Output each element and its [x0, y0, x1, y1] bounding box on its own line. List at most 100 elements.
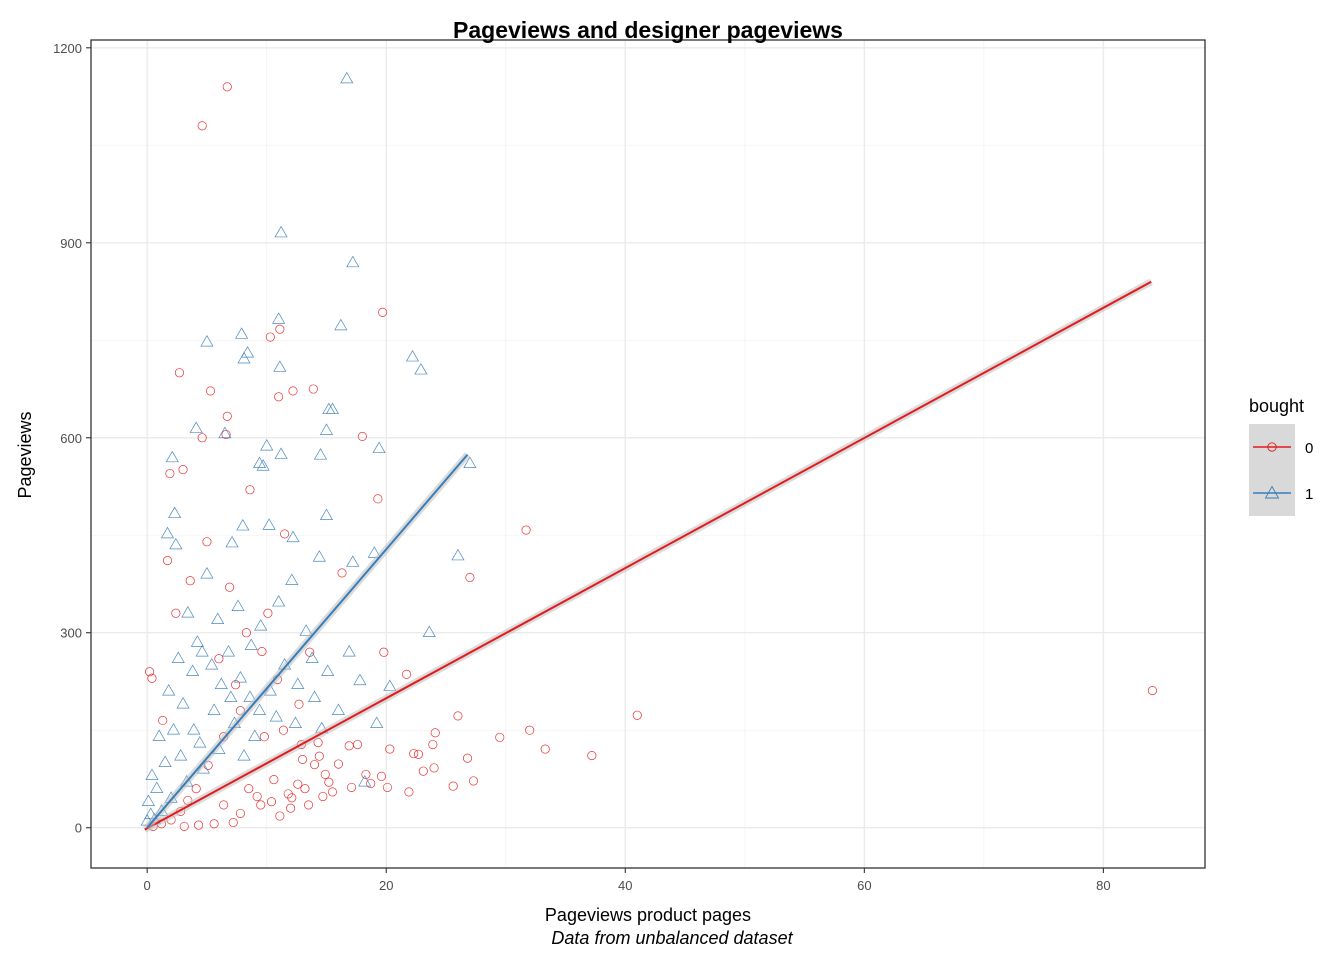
series-1-point	[225, 535, 239, 548]
series-1-point	[319, 508, 334, 520]
series-1-point	[254, 619, 268, 631]
series-0-point	[191, 784, 201, 794]
series-1-point	[200, 335, 214, 347]
series-0-point	[283, 789, 293, 799]
series-1-point	[141, 794, 155, 806]
chart-title: Pageviews and designer pageviews	[453, 17, 843, 43]
series-0-point	[202, 537, 212, 547]
series-1-point	[463, 456, 477, 468]
series-0-point	[275, 324, 285, 334]
series-0-point	[241, 628, 251, 638]
series-1-point	[248, 729, 262, 741]
series-1-point	[285, 573, 299, 585]
series-0-point	[162, 556, 173, 566]
series-1-point	[299, 624, 313, 636]
series-0-point	[221, 429, 231, 440]
series-1-point	[269, 710, 283, 722]
series-0-point	[587, 751, 597, 761]
series-0-point	[324, 777, 334, 787]
series-1-point	[231, 599, 245, 611]
series-0-point	[540, 744, 550, 754]
series-1-point	[174, 749, 188, 761]
y-tick-label: 1200	[53, 41, 82, 56]
series-1-point	[205, 658, 219, 670]
legend-circle-icon	[1267, 442, 1277, 452]
series-0-point	[174, 368, 185, 378]
series-1-point	[305, 651, 319, 663]
series-1-point	[160, 526, 175, 539]
series-1-point	[451, 548, 465, 561]
series-0-point	[219, 800, 229, 810]
series-0-point	[286, 803, 296, 813]
series-0-point	[252, 791, 262, 802]
series-1-point	[224, 690, 238, 702]
series-1-point	[288, 716, 302, 728]
legend-title: bought	[1249, 396, 1304, 416]
series-1-point	[252, 703, 267, 715]
series-0-point	[495, 732, 505, 742]
series-0-point	[214, 654, 224, 664]
series-1-point	[405, 349, 420, 362]
series-1-point	[312, 550, 326, 562]
series-1-point	[162, 684, 176, 696]
series-1-point	[414, 362, 428, 375]
series-1-point	[218, 426, 232, 439]
series-1-point	[286, 530, 300, 543]
y-axis-title: Pageviews	[15, 411, 35, 498]
series-0-point	[382, 782, 392, 792]
series-1-point	[291, 677, 305, 689]
series-1-point	[272, 594, 286, 607]
points-layer	[140, 71, 1157, 831]
series-1-point	[321, 664, 335, 676]
x-axis-title: Pageviews product pages	[545, 905, 751, 925]
series-0-point	[293, 779, 303, 789]
series-1-point	[260, 438, 274, 451]
series-0-point	[269, 775, 279, 785]
series-0-point	[337, 568, 347, 578]
series-1-point	[422, 625, 436, 637]
series-0-point	[185, 576, 195, 586]
series-0-point	[379, 647, 389, 657]
series-1-point	[152, 729, 166, 741]
series-0-point	[288, 386, 298, 396]
series-0-point	[300, 784, 310, 794]
series-1-point	[186, 664, 200, 676]
series-1-point	[342, 645, 356, 657]
series-1-point	[331, 703, 346, 715]
series-1-point	[233, 671, 247, 683]
series-0-point	[409, 749, 419, 759]
series-0-point	[147, 673, 157, 683]
series-0-point	[197, 433, 207, 443]
series-1-point	[169, 537, 183, 550]
series-1-point	[367, 546, 381, 558]
legend-triangle-icon	[1264, 485, 1280, 499]
series-1-point	[383, 679, 397, 691]
y-tick-label: 300	[60, 626, 82, 641]
series-0-point	[327, 787, 337, 797]
series-1-point	[274, 447, 288, 459]
series-0-point	[361, 769, 371, 779]
series-0-point	[318, 791, 328, 802]
series-0-point	[294, 699, 304, 709]
series-0-point	[171, 608, 181, 618]
series-0-point	[145, 667, 155, 677]
series-1-point	[353, 673, 367, 686]
series-0-point	[525, 725, 535, 735]
series-0-point	[448, 781, 458, 791]
series-1-point	[168, 506, 182, 519]
series-0-point	[280, 529, 290, 539]
series-0-point	[197, 121, 207, 131]
series-1-point	[237, 351, 251, 364]
grid-major	[91, 40, 1205, 868]
series-0-point	[453, 711, 463, 721]
legend-label-bought-1: 1	[1305, 486, 1313, 503]
x-tick-label: 80	[1096, 878, 1110, 893]
series-1-point	[256, 459, 270, 471]
series-1-point	[358, 775, 372, 787]
series-0-point	[333, 759, 343, 769]
series-1-point	[237, 749, 251, 761]
series-0-point	[314, 751, 324, 761]
y-tick-label: 600	[60, 431, 82, 446]
series-0-point	[165, 468, 175, 479]
